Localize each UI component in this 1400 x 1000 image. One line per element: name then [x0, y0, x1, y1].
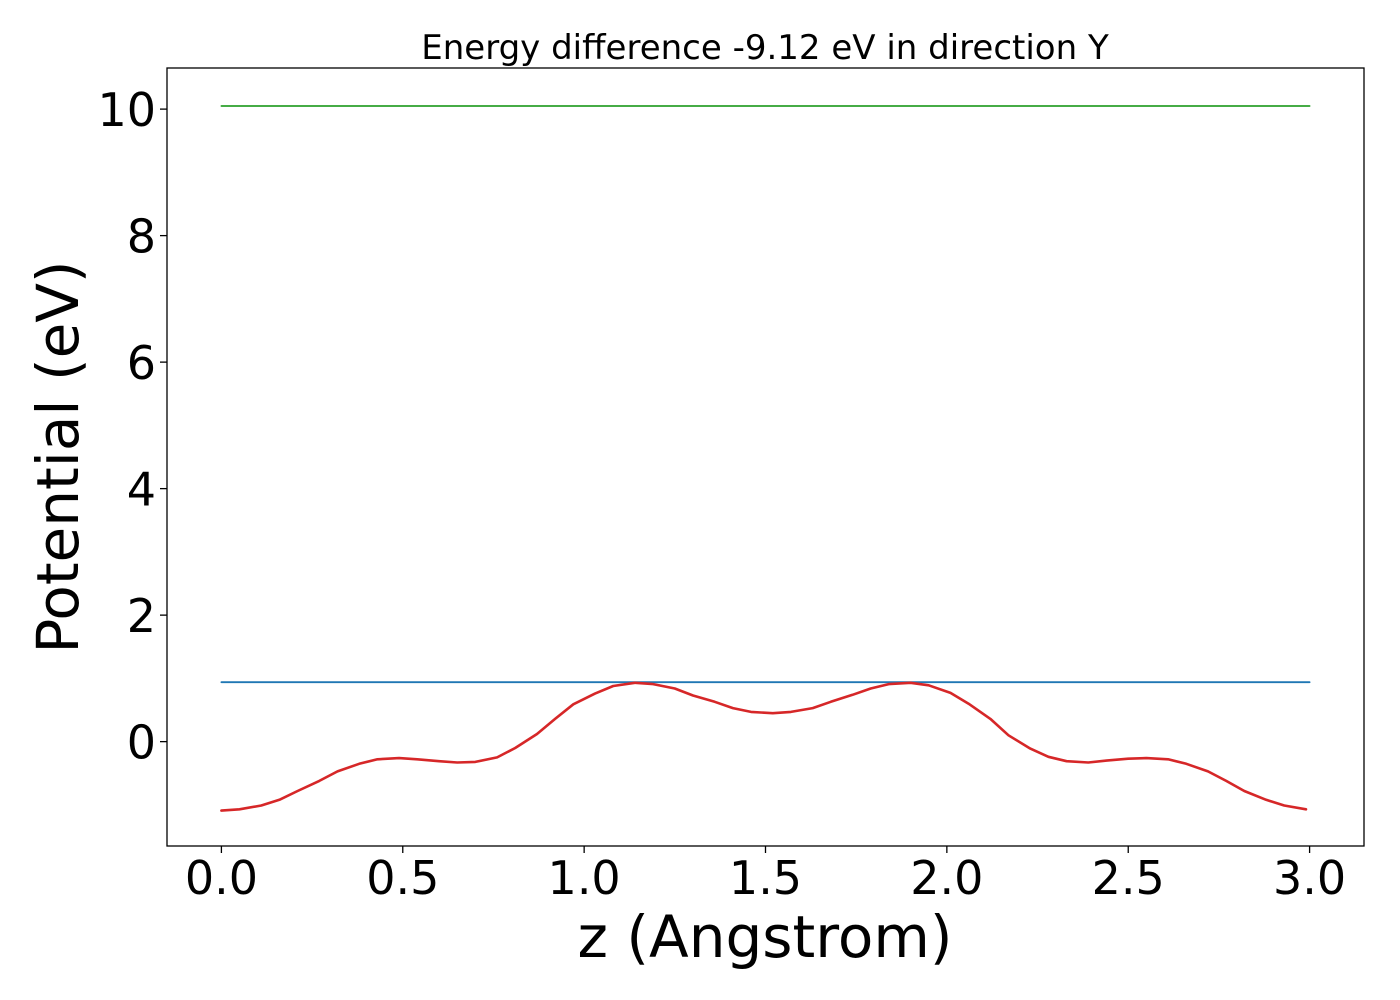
x-tick-label: 2.0 [910, 851, 983, 905]
y-tick-label: 8 [127, 210, 156, 264]
x-axis-label: z (Angstrom) [578, 903, 953, 971]
chart-title: Energy difference -9.12 eV in direction … [421, 28, 1109, 68]
y-axis-ticks: 0 2 4 6 8 10 [97, 83, 167, 770]
series-line-3 [220, 681, 1308, 812]
x-tick-label: 0.5 [366, 851, 439, 905]
y-tick-label: 10 [97, 83, 156, 137]
y-tick-label: 6 [127, 336, 156, 390]
y-tick-label: 2 [127, 589, 156, 643]
y-tick-label: 0 [127, 716, 156, 770]
x-axis-ticks: 0.0 0.5 1.0 1.5 2.0 2.5 3.0 [185, 846, 1346, 905]
x-tick-label: 1.5 [729, 851, 802, 905]
y-tick-label: 4 [127, 463, 156, 517]
x-tick-label: 3.0 [1273, 851, 1346, 905]
x-tick-label: 0.0 [185, 851, 258, 905]
x-tick-label: 1.0 [548, 851, 621, 905]
y-axis-label: Potential (eV) [24, 260, 92, 653]
plot-frame [166, 67, 1365, 847]
series-layer [220, 105, 1311, 812]
x-tick-label: 2.5 [1092, 851, 1165, 905]
